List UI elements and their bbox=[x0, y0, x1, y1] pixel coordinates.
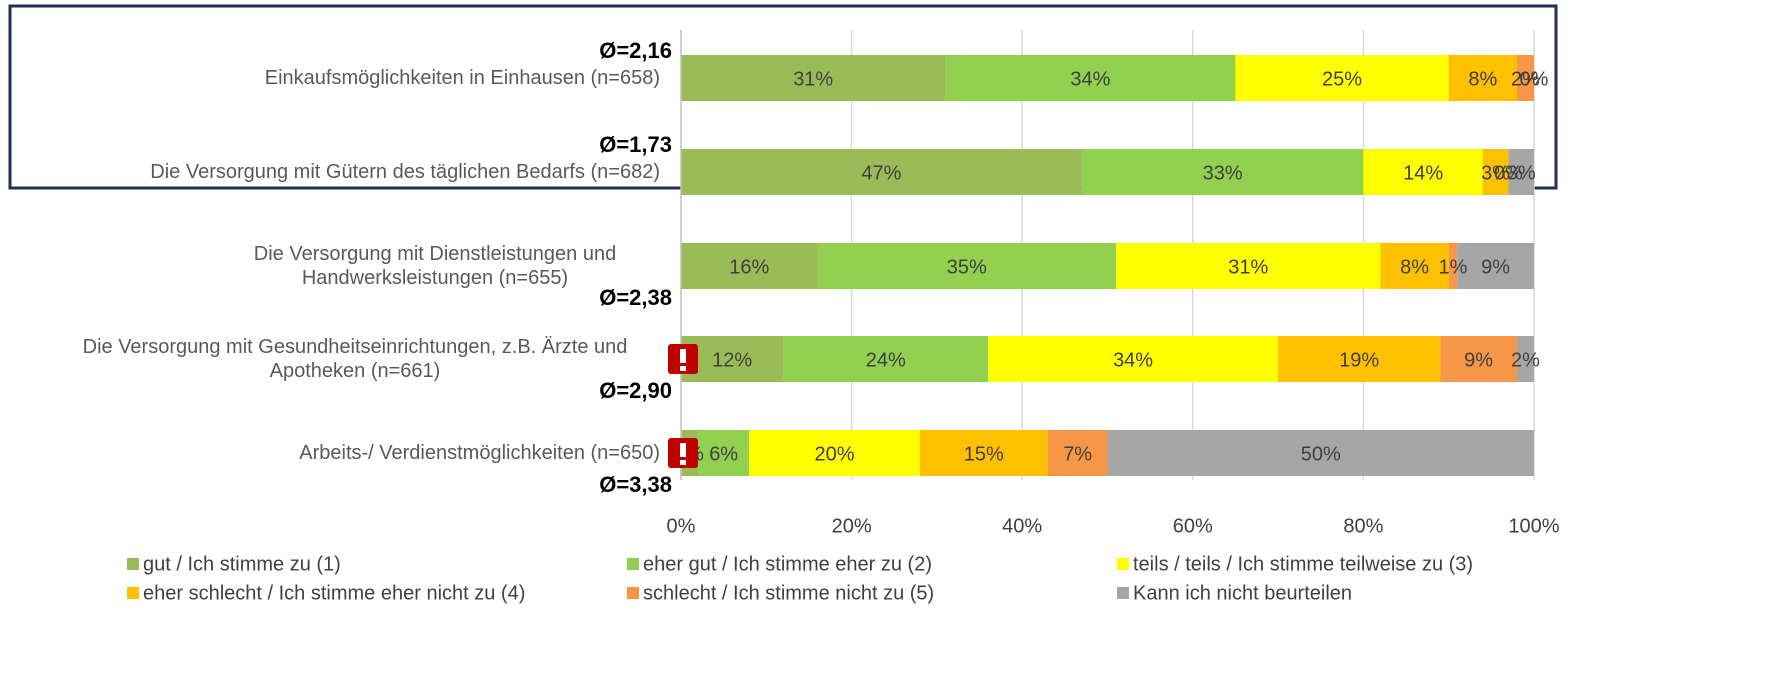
legend-swatch bbox=[127, 558, 139, 570]
average-label: Ø=2,90 bbox=[599, 378, 672, 403]
bar-segment bbox=[681, 149, 1082, 195]
value-label: 12% bbox=[712, 349, 752, 371]
x-tick-label: 20% bbox=[832, 515, 872, 537]
bar-segment bbox=[817, 243, 1117, 289]
value-label: 35% bbox=[947, 256, 987, 278]
bar-segment bbox=[1448, 55, 1517, 101]
bar-segment bbox=[783, 336, 989, 382]
value-label: 0% bbox=[1494, 162, 1523, 184]
bar-segment bbox=[1116, 243, 1381, 289]
value-label: 3% bbox=[1481, 162, 1510, 184]
value-label: 9% bbox=[1464, 349, 1493, 371]
bar-segment bbox=[1516, 55, 1534, 101]
bar-segment bbox=[749, 430, 920, 476]
legend-label: gut / Ich stimme zu (1) bbox=[143, 553, 341, 575]
warning-mark bbox=[680, 349, 686, 363]
bar-segment bbox=[1482, 149, 1509, 195]
legend-swatch bbox=[1117, 558, 1129, 570]
warning-dot bbox=[680, 366, 686, 371]
value-label: 19% bbox=[1339, 349, 1379, 371]
category-label: Die Versorgung mit Gütern des täglichen … bbox=[150, 161, 660, 183]
bar-segment bbox=[1516, 336, 1534, 382]
value-label: 24% bbox=[866, 349, 906, 371]
value-label: 8% bbox=[1400, 256, 1429, 278]
bar-segment bbox=[919, 430, 1048, 476]
average-label: Ø=3,38 bbox=[599, 472, 672, 497]
x-tick-label: 40% bbox=[1002, 515, 1042, 537]
x-tick-label: 80% bbox=[1343, 515, 1383, 537]
value-label: 31% bbox=[1228, 256, 1268, 278]
value-label: 7% bbox=[1063, 443, 1092, 465]
bar-segment bbox=[1235, 55, 1449, 101]
legend-swatch bbox=[627, 558, 639, 570]
warning-dot bbox=[680, 460, 686, 465]
value-label: 9% bbox=[1481, 256, 1510, 278]
value-label: 20% bbox=[815, 443, 855, 465]
x-tick-label: 100% bbox=[1508, 515, 1559, 537]
bar-segment bbox=[1440, 336, 1517, 382]
x-tick-label: 60% bbox=[1173, 515, 1213, 537]
category-label: Arbeits-/ Verdienstmöglichkeiten (n=650) bbox=[299, 442, 660, 464]
bars bbox=[681, 55, 1534, 476]
value-label: 1% bbox=[1439, 256, 1468, 278]
value-label: 33% bbox=[1203, 162, 1243, 184]
value-label: 31% bbox=[793, 68, 833, 90]
legend-swatch bbox=[127, 587, 139, 599]
value-label: 0% bbox=[1520, 68, 1549, 90]
bar-segment bbox=[988, 336, 1279, 382]
category-label: Die Versorgung mit Gesundheitseinrichtun… bbox=[82, 336, 628, 382]
legend-label: eher schlecht / Ich stimme eher nicht zu… bbox=[143, 582, 525, 604]
bar-segment bbox=[681, 55, 946, 101]
value-label: 2% bbox=[1511, 349, 1540, 371]
legend-label: teils / teils / Ich stimme teilweise zu … bbox=[1133, 553, 1473, 575]
value-label: 34% bbox=[1070, 68, 1110, 90]
value-label: 15% bbox=[964, 443, 1004, 465]
value-label: 3% bbox=[1507, 162, 1536, 184]
legend-swatch bbox=[627, 587, 639, 599]
bar-segment bbox=[1457, 243, 1534, 289]
value-label: 2% bbox=[1511, 68, 1540, 90]
bar-segment bbox=[1107, 430, 1534, 476]
bar-segment bbox=[945, 55, 1236, 101]
bar-segment bbox=[681, 336, 784, 382]
average-label: Ø=1,73 bbox=[599, 132, 672, 157]
bar-segment bbox=[1448, 243, 1458, 289]
bar-segment bbox=[698, 430, 750, 476]
warning-mark bbox=[680, 443, 686, 457]
value-label: 6% bbox=[709, 443, 738, 465]
legend-label: schlecht / Ich stimme nicht zu (5) bbox=[643, 582, 934, 604]
value-label: 47% bbox=[861, 162, 901, 184]
bar-segment bbox=[1363, 149, 1483, 195]
bar-segment bbox=[1380, 243, 1449, 289]
value-label: 50% bbox=[1301, 443, 1341, 465]
average-label: Ø=2,38 bbox=[599, 285, 672, 310]
warning-icon bbox=[668, 438, 698, 468]
value-label: 16% bbox=[729, 256, 769, 278]
category-label: Die Versorgung mit Dienstleistungen und … bbox=[253, 243, 617, 289]
warning-icon bbox=[668, 344, 698, 374]
legend-swatch bbox=[1117, 587, 1129, 599]
category-label: Einkaufsmöglichkeiten in Einhausen (n=65… bbox=[264, 67, 660, 89]
value-label: 25% bbox=[1322, 68, 1362, 90]
bar-segment bbox=[1081, 149, 1364, 195]
value-labels: 31% 34% 25% 8% 2%0%47% 33% 14% 3%0%3%16% 35% 31% 8… bbox=[675, 68, 1549, 465]
value-label: 8% bbox=[1468, 68, 1497, 90]
bar-segment bbox=[1278, 336, 1441, 382]
legend-label: eher gut / Ich stimme eher zu (2) bbox=[643, 553, 932, 575]
average-label: Ø=2,16 bbox=[599, 38, 672, 63]
bar-segment bbox=[1047, 430, 1108, 476]
bar-segment bbox=[1508, 149, 1534, 195]
bar-segment bbox=[681, 243, 818, 289]
legend-label: Kann ich nicht beurteilen bbox=[1133, 582, 1352, 604]
value-label: 14% bbox=[1403, 162, 1443, 184]
x-tick-label: 0% bbox=[667, 515, 696, 537]
value-label: 34% bbox=[1113, 349, 1153, 371]
